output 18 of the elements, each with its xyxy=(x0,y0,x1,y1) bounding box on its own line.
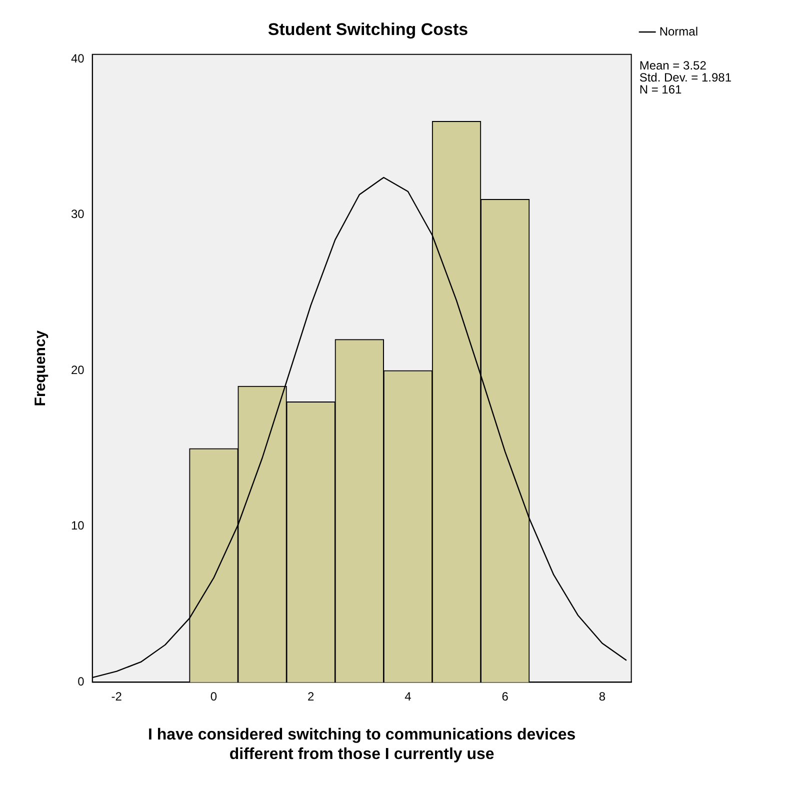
text: N = 161 xyxy=(639,82,682,97)
chart-title: Student Switching Costs xyxy=(268,20,468,39)
legend-label: Normal xyxy=(659,24,698,38)
x-tick-label: 8 xyxy=(598,690,606,704)
y-tick-label: 0 xyxy=(78,674,85,689)
y-axis-title: Frequency xyxy=(32,330,50,406)
x-tick-label: 4 xyxy=(404,690,412,704)
y-tick-label: 30 xyxy=(70,207,85,222)
x-tick-label: -2 xyxy=(111,690,122,704)
x-tick-label: 6 xyxy=(502,690,509,704)
x-axis-title: I have considered switching to communications devices different from those I currently use xyxy=(148,726,576,763)
x-tick-label: 0 xyxy=(210,690,218,704)
y-tick-label: 10 xyxy=(70,518,85,533)
y-tick-label: 20 xyxy=(70,362,85,377)
y-tick-label: 40 xyxy=(70,51,85,66)
text: Mean = 3.52 xyxy=(639,58,707,73)
text: Std. Dev. = 1.981 xyxy=(639,70,732,85)
x-tick-label: 2 xyxy=(308,690,315,704)
